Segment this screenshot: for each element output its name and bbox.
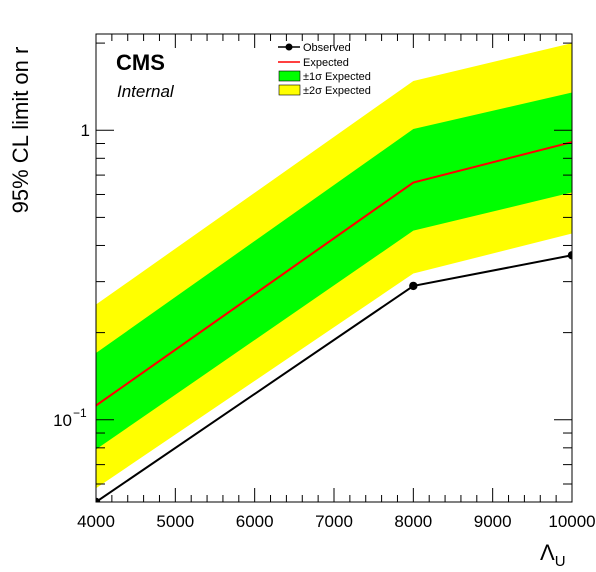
legend-2sigma-label: ±2σ Expected [303, 85, 371, 97]
series-expected-line [96, 141, 572, 407]
legend-entry-1sigma: ±1σ Expected [278, 70, 371, 83]
x-tick-label: 10000 [548, 512, 595, 531]
x-axis-title-subscript: U [555, 553, 566, 570]
x-axis-title: ΛU [540, 540, 566, 570]
experiment-label: CMS [116, 50, 165, 75]
legend-observed-label: Observed [303, 42, 351, 54]
legend-1sigma-label: ±1σ Expected [303, 71, 371, 83]
legend-entry-observed: Observed [278, 42, 351, 54]
y-tick-label: 10 [53, 411, 72, 430]
axis-tick-labels: 4000 5000 6000 7000 8000 9000 10000 1 10 −1 [53, 121, 596, 531]
legend-observed-marker [285, 43, 293, 51]
x-tick-label: 7000 [315, 512, 353, 531]
expected-bands [96, 43, 572, 489]
x-tick-label: 5000 [156, 512, 194, 531]
x-axis-title-symbol: Λ [540, 540, 555, 565]
y-tick-label: 1 [81, 121, 90, 140]
x-tick-label: 8000 [394, 512, 432, 531]
status-label: Internal [117, 82, 175, 101]
x-tick-label: 9000 [474, 512, 512, 531]
y-axis-title: 95% CL limit on r [8, 47, 33, 214]
limit-lines [96, 141, 572, 502]
series-observed-point [96, 497, 101, 502]
x-tick-label: 4000 [77, 512, 115, 531]
y-tick-label-exponent: −1 [73, 406, 87, 420]
legend-1sigma-swatch [278, 70, 301, 82]
series-observed-point [567, 251, 572, 260]
legend-2sigma-swatch [278, 84, 301, 96]
band-1sigma [96, 92, 572, 450]
axis-ticks [95, 34, 573, 502]
legend-expected-label: Expected [303, 57, 349, 69]
legend-entry-2sigma: ±2σ Expected [278, 84, 371, 97]
legend-entry-expected: Expected [278, 57, 349, 69]
x-tick-label: 6000 [236, 512, 274, 531]
legend: Observed Expected ±1σ Expected ±2σ Expec… [278, 42, 371, 97]
series-observed-point [409, 281, 418, 291]
